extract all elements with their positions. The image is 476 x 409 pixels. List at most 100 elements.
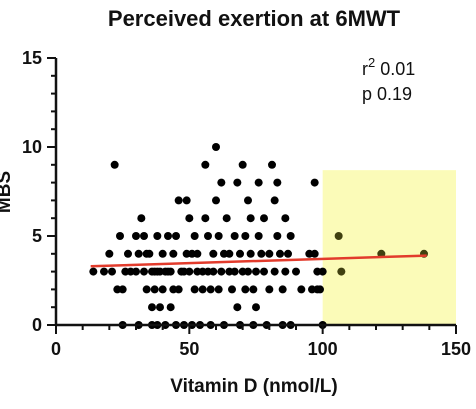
data-point xyxy=(158,249,167,258)
data-point xyxy=(164,232,172,240)
y-tick-label: 5 xyxy=(32,226,42,246)
data-point xyxy=(257,249,266,258)
data-point xyxy=(246,249,255,258)
data-point xyxy=(244,267,252,276)
data-point xyxy=(276,249,284,258)
data-point xyxy=(140,232,148,240)
x-axis-label: Vitamin D (nmol/L) xyxy=(170,376,337,397)
data-point xyxy=(337,267,346,276)
data-point xyxy=(222,214,231,223)
y-tick-label: 15 xyxy=(22,48,42,68)
data-point xyxy=(156,303,164,312)
data-point xyxy=(225,249,234,258)
data-point xyxy=(209,249,218,258)
data-points xyxy=(89,143,428,329)
x-axis-ticks: 0 50 100 150 xyxy=(51,325,471,359)
data-point xyxy=(318,267,327,276)
data-point xyxy=(281,214,290,223)
data-point xyxy=(310,249,319,258)
data-point xyxy=(286,232,295,240)
data-point xyxy=(182,196,191,205)
data-point xyxy=(116,232,124,240)
data-point xyxy=(233,178,242,187)
data-point xyxy=(134,249,143,258)
data-point xyxy=(230,232,239,240)
data-point xyxy=(185,267,194,276)
data-point xyxy=(214,232,223,240)
data-point xyxy=(270,196,279,205)
data-point xyxy=(150,285,159,294)
y-axis-ticks: 0 5 10 15 xyxy=(22,48,56,335)
data-point xyxy=(273,232,282,240)
data-point xyxy=(204,232,212,240)
x-tick-label: 150 xyxy=(441,339,471,359)
data-point xyxy=(174,196,183,205)
highlight-region xyxy=(322,170,456,325)
data-point xyxy=(193,249,202,258)
r2-value: 0.01 xyxy=(380,59,415,79)
trend-line xyxy=(90,254,427,268)
data-point xyxy=(137,214,146,223)
data-point xyxy=(268,160,276,169)
data-point xyxy=(212,143,220,151)
data-point xyxy=(284,249,292,258)
data-point xyxy=(209,267,218,276)
data-point xyxy=(297,285,306,294)
data-point xyxy=(198,285,207,294)
data-point xyxy=(217,267,226,276)
data-point xyxy=(310,178,319,187)
data-point xyxy=(316,285,324,294)
data-point xyxy=(190,285,199,294)
data-point xyxy=(185,214,194,223)
data-point xyxy=(212,196,220,205)
data-point xyxy=(190,232,199,240)
data-point xyxy=(238,160,247,169)
data-point xyxy=(172,232,180,240)
x-tick-label: 0 xyxy=(51,339,61,359)
y-tick-label: 0 xyxy=(32,315,42,335)
data-point xyxy=(145,249,154,258)
data-point xyxy=(217,178,226,187)
data-point xyxy=(158,285,167,294)
r2-superscript: 2 xyxy=(368,55,375,70)
r2-label: r xyxy=(362,59,368,79)
data-point xyxy=(230,267,239,276)
data-point xyxy=(166,267,175,276)
data-point xyxy=(292,267,300,276)
data-point xyxy=(142,285,151,294)
data-point xyxy=(105,249,114,258)
p-value-annotation: p 0.19 xyxy=(362,84,412,104)
data-point xyxy=(249,285,258,294)
data-point xyxy=(334,232,343,240)
data-point xyxy=(140,267,148,276)
data-point xyxy=(273,178,282,187)
data-point xyxy=(166,303,175,312)
data-point xyxy=(254,178,263,187)
x-tick-label: 50 xyxy=(179,339,199,359)
data-point xyxy=(236,249,244,258)
data-point xyxy=(281,267,290,276)
data-point xyxy=(265,249,274,258)
data-point xyxy=(118,285,127,294)
data-point xyxy=(201,160,210,169)
data-point xyxy=(233,303,242,312)
y-axis-label: MBS xyxy=(0,171,15,213)
data-point xyxy=(201,214,210,223)
data-point xyxy=(246,214,255,223)
data-point xyxy=(260,214,268,223)
data-point xyxy=(252,303,260,312)
data-point xyxy=(241,232,250,240)
data-point xyxy=(108,267,116,276)
data-point xyxy=(252,267,260,276)
data-point xyxy=(228,285,236,294)
x-tick-label: 100 xyxy=(308,339,338,359)
data-point xyxy=(132,267,140,276)
data-point xyxy=(206,285,215,294)
data-point xyxy=(169,249,178,258)
data-point xyxy=(260,267,268,276)
data-point xyxy=(153,232,162,240)
data-point xyxy=(148,303,156,312)
data-point xyxy=(254,232,263,240)
data-point xyxy=(265,285,274,294)
